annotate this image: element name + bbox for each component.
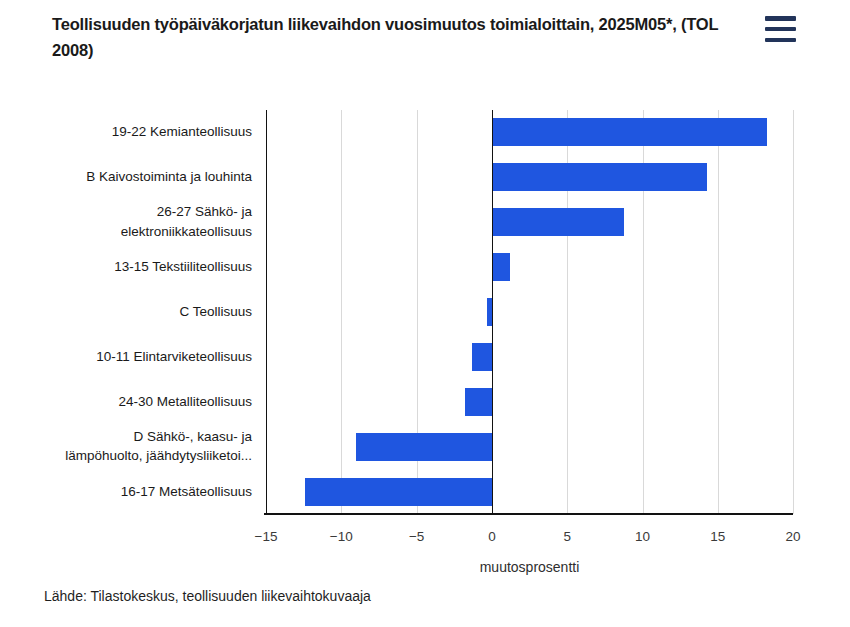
chart-widget: Teollisuuden työpäiväkorjatun liikevaihd… (0, 0, 850, 627)
x-axis-line (264, 513, 793, 515)
bar-3[interactable] (492, 208, 625, 236)
gridline (266, 110, 267, 514)
chart-title: Teollisuuden työpäiväkorjatun liikevaihd… (52, 11, 757, 64)
x-tick-label: −10 (330, 529, 353, 544)
hamburger-menu-icon (765, 16, 796, 21)
hamburger-menu-button[interactable] (765, 16, 798, 42)
x-tick-label: 20 (786, 529, 801, 544)
x-tick-label: −5 (409, 529, 424, 544)
category-label: B Kaivostoiminta ja louhinta (86, 168, 252, 188)
gridline (793, 110, 794, 514)
bar-9[interactable] (305, 478, 492, 506)
category-label: C Teollisuus (179, 302, 252, 322)
bar-7[interactable] (465, 388, 492, 416)
category-label: D Sähkö-, kaasu- ja lämpöhuolto, jäähdyt… (65, 427, 252, 466)
x-tick-label: −15 (255, 529, 278, 544)
hamburger-menu-icon (765, 27, 796, 32)
category-label: 13-15 Tekstiiliteollisuus (114, 257, 252, 277)
x-axis-title: muutosprosentti (266, 559, 793, 575)
gridline (718, 110, 719, 514)
bar-4[interactable] (492, 253, 510, 281)
x-tick-label: 0 (488, 529, 496, 544)
gridline (341, 110, 342, 514)
bar-1[interactable] (492, 118, 768, 146)
bar-2[interactable] (492, 163, 707, 191)
bar-8[interactable] (356, 433, 492, 461)
category-label: 19-22 Kemianteollisuus (112, 123, 252, 143)
hamburger-menu-icon (765, 38, 796, 43)
x-tick-label: 5 (563, 529, 571, 544)
x-axis-tick-labels: −15 −10 −5 0 5 10 15 20 (0, 529, 850, 547)
plot-area (266, 110, 793, 514)
source-note: Lähde: Tilastokeskus, teollisuuden liike… (44, 588, 371, 604)
zero-line (492, 110, 493, 514)
category-label: 10-11 Elintarviketeollisuus (96, 347, 252, 367)
bar-6[interactable] (472, 343, 492, 371)
x-tick-label: 10 (635, 529, 650, 544)
x-tick-label: 15 (710, 529, 725, 544)
category-label: 24-30 Metalliteollisuus (118, 392, 252, 412)
category-label: 16-17 Metsäteollisuus (121, 482, 252, 502)
category-axis-labels: 19-22 Kemianteollisuus B Kaivostoiminta j… (0, 110, 252, 514)
category-label: 26-27 Sähkö- ja elektroniikkateollisuus (121, 203, 252, 242)
